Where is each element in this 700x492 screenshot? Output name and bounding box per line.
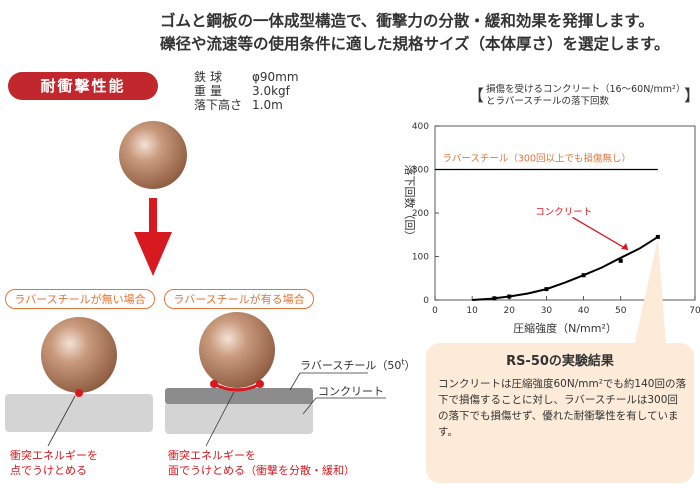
spec-row: 落下高さ 1.0m xyxy=(194,98,299,112)
rubber-steel-layer xyxy=(165,388,313,404)
leader-line-surface xyxy=(205,391,235,447)
test-specs: 鉄球 φ90mm 重量 3.0kgf 落下高さ 1.0m xyxy=(194,70,299,112)
spec-key: 落下高さ xyxy=(194,98,243,112)
falling-ball xyxy=(119,121,187,189)
chart-title-bracket-close: 】 xyxy=(683,86,700,105)
section-badge: 耐衝撃性能 xyxy=(8,72,158,100)
concrete-data-point xyxy=(581,273,586,278)
y-tick-label: 100 xyxy=(412,253,429,263)
spec-value: 1.0m xyxy=(252,98,283,112)
concrete-label: コンクリート xyxy=(318,385,384,398)
concrete-data-point xyxy=(507,294,512,299)
concrete-data-point xyxy=(544,287,549,292)
impact-illustration xyxy=(5,121,386,447)
y-axis-label: 落下回数（回） xyxy=(403,165,416,242)
y-tick-label: 200 xyxy=(412,209,429,219)
surface-impact-caption: 衝突エネルギーを 面でうけとめる（衝撃を分散・緩和） xyxy=(168,449,355,477)
result-text: コンクリートは圧縮強度60N/mm²でも約140回の落下で損傷することに対し、ラ… xyxy=(438,378,686,438)
leader-line-concrete xyxy=(302,397,317,415)
spec-key: 鉄球 xyxy=(194,70,227,84)
rubber-steel-label: ラバースチール（50t） xyxy=(300,357,416,372)
with-rubber-label: ラバースチールが有る場合 xyxy=(164,289,314,309)
concrete-label-arrowhead xyxy=(621,242,629,250)
x-tick-label: 50 xyxy=(615,306,627,316)
concrete-data-point xyxy=(618,258,623,263)
drop-arrow xyxy=(134,198,172,276)
concrete-label-pointer xyxy=(572,216,629,251)
spec-value: φ90mm xyxy=(252,70,299,84)
concrete-data-point xyxy=(492,296,497,301)
x-tick-label: 10 xyxy=(466,306,478,316)
contact-surface-arc xyxy=(213,382,261,392)
concrete-block-right xyxy=(165,402,313,434)
leader-line-rubber xyxy=(289,372,301,391)
intro-text: ゴムと鋼板の一体成型構造で、衝撃力の分散・緩和効果を発揮します。 礫径や流速等の… xyxy=(160,10,670,56)
chart-title-line-1: 損傷を受けるコンクリート（16〜60N/mm²） xyxy=(486,84,686,95)
x-tick-label: 20 xyxy=(504,306,516,316)
x-tick-label: 70 xyxy=(689,306,700,316)
ball-without-rubber xyxy=(41,317,117,393)
intro-line-1: ゴムと鋼板の一体成型構造で、衝撃力の分散・緩和効果を発揮します。 xyxy=(160,12,654,30)
spec-row: 鉄球 φ90mm xyxy=(194,70,299,84)
chart-title: 【 損傷を受けるコンクリート（16〜60N/mm²） とラバースチールの落下回数… xyxy=(468,84,700,108)
spec-row: 重量 3.0kgf xyxy=(194,84,299,98)
series-concrete-label: コンクリート xyxy=(535,207,592,218)
contact-point xyxy=(75,389,83,397)
y-tick-label: 300 xyxy=(412,166,429,176)
x-tick-label: 0 xyxy=(432,306,438,316)
x-tick-label: 30 xyxy=(541,306,553,316)
result-box xyxy=(426,343,694,483)
series-concrete-line xyxy=(472,236,659,301)
y-tick-label: 0 xyxy=(423,296,429,306)
spec-key: 重量 xyxy=(194,84,227,98)
x-axis-label: 圧縮強度（N/mm²） xyxy=(513,321,617,335)
spec-value: 3.0kgf xyxy=(252,84,290,98)
chart-title-line-2: とラバースチールの落下回数 xyxy=(486,96,609,107)
intro-line-2: 礫径や流速等の使用条件に適した規格サイズ（本体厚さ）を選定します。 xyxy=(160,35,670,53)
point-impact-caption: 衝突エネルギーを 点でうけとめる xyxy=(10,449,98,477)
chart-title-bracket-open: 【 xyxy=(468,86,485,105)
contact-point-right xyxy=(256,380,264,388)
result-callout-pointer xyxy=(634,238,666,346)
concrete-data-point xyxy=(655,234,660,239)
y-tick-label: 400 xyxy=(412,122,429,132)
leader-line-point xyxy=(47,395,76,447)
x-tick-label: 40 xyxy=(578,306,590,316)
result-title: RS-50の実験結果 xyxy=(506,354,614,369)
ball-with-rubber xyxy=(199,312,275,388)
concrete-block-left xyxy=(5,394,153,432)
series-rubber-steel-label: ラバースチール（300回以上でも損傷無し） xyxy=(442,153,631,165)
contact-point-left xyxy=(210,380,218,388)
without-rubber-label: ラバースチールが無い場合 xyxy=(5,289,155,309)
